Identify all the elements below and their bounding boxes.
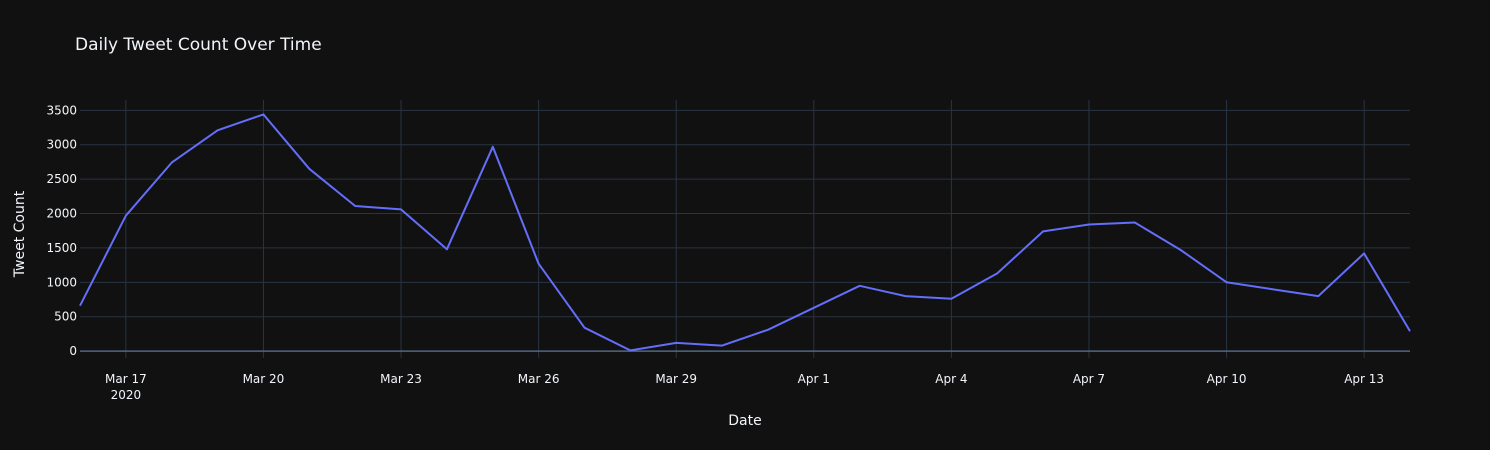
x-tick-labels: Mar 17 2020 Mar 20 Mar 23 Mar 26 Mar 29 Apr 1 A… xyxy=(105,372,1384,402)
data-point[interactable] xyxy=(1404,325,1416,337)
y-axis-title: Tweet Count xyxy=(12,190,28,278)
data-point[interactable] xyxy=(1358,247,1370,259)
x-tick-label: Apr 1 xyxy=(798,372,830,386)
data-point[interactable] xyxy=(303,163,315,175)
x-axis-title: Date xyxy=(728,413,761,429)
data-point[interactable] xyxy=(762,324,774,336)
y-tick-label: 0 xyxy=(69,344,77,358)
data-point[interactable] xyxy=(1129,216,1141,228)
y-tick-label: 500 xyxy=(54,310,77,324)
data-point[interactable] xyxy=(1037,225,1049,237)
data-point[interactable] xyxy=(670,337,682,349)
x-tick-label: Mar 20 xyxy=(243,372,285,386)
x-tick-label: Mar 23 xyxy=(380,372,422,386)
data-point[interactable] xyxy=(808,302,820,314)
data-point[interactable] xyxy=(991,267,1003,279)
data-point[interactable] xyxy=(395,203,407,215)
y-tick-label: 1500 xyxy=(46,241,77,255)
x-tick-sublabel: 2020 xyxy=(111,388,142,402)
data-point[interactable] xyxy=(441,243,453,255)
data-point[interactable] xyxy=(854,280,866,292)
series-line xyxy=(79,113,1411,352)
x-tick-label: Mar 29 xyxy=(655,372,697,386)
data-point[interactable] xyxy=(533,258,545,270)
x-tick-label: Mar 26 xyxy=(518,372,560,386)
data-point[interactable] xyxy=(120,210,132,222)
data-point[interactable] xyxy=(212,124,224,136)
y-tick-label: 3500 xyxy=(46,103,77,117)
y-tick-labels: 0 500 1000 1500 2000 2500 3000 3500 xyxy=(46,103,77,358)
data-point[interactable] xyxy=(166,157,178,169)
data-point[interactable] xyxy=(1266,283,1278,295)
data-point[interactable] xyxy=(1312,290,1324,302)
data-point[interactable] xyxy=(1175,244,1187,256)
data-point[interactable] xyxy=(257,108,269,120)
x-tick-label: Apr 13 xyxy=(1344,372,1384,386)
x-tick-label: Mar 17 xyxy=(105,372,147,386)
chart-title: Daily Tweet Count Over Time xyxy=(75,35,322,55)
y-tick-label: 3000 xyxy=(46,138,77,152)
data-point[interactable] xyxy=(624,344,636,356)
data-point[interactable] xyxy=(716,340,728,352)
x-gridlines xyxy=(125,100,1365,358)
data-point[interactable] xyxy=(578,322,590,334)
series-layer xyxy=(79,108,1416,356)
y-gridlines xyxy=(80,109,1410,352)
data-point[interactable] xyxy=(349,200,361,212)
data-point[interactable] xyxy=(900,290,912,302)
data-point[interactable] xyxy=(945,293,957,305)
y-tick-label: 1000 xyxy=(46,275,77,289)
x-tick-label: Apr 4 xyxy=(935,372,967,386)
x-tick-label: Apr 10 xyxy=(1207,372,1247,386)
y-tick-label: 2000 xyxy=(46,207,77,221)
data-point[interactable] xyxy=(1221,276,1233,288)
data-point[interactable] xyxy=(1083,219,1095,231)
y-tick-label: 2500 xyxy=(46,172,77,186)
data-point[interactable] xyxy=(487,141,499,153)
x-tick-label: Apr 7 xyxy=(1073,372,1105,386)
